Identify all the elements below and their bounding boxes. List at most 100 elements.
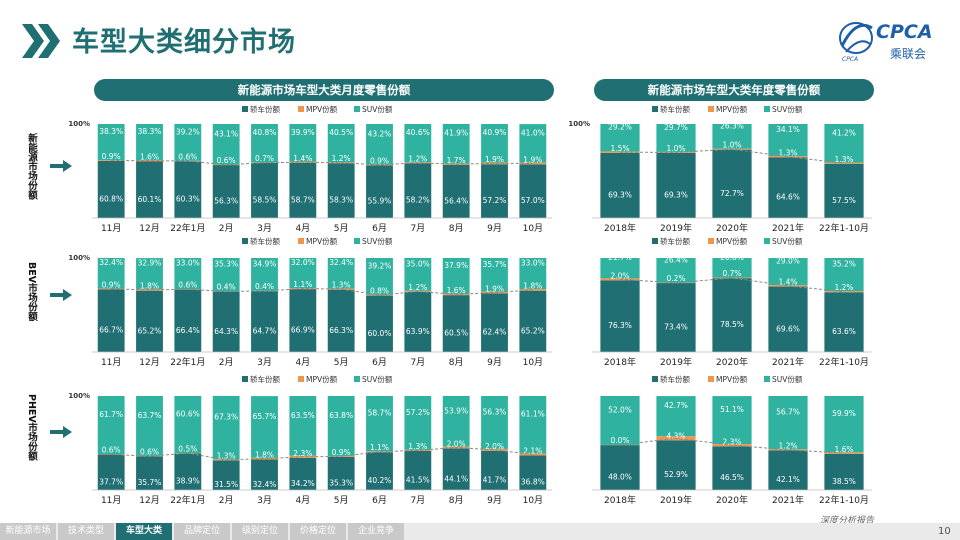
bar-mpv xyxy=(97,160,125,161)
bar-suv xyxy=(136,396,163,456)
label-mpv: 1.6% xyxy=(834,445,853,454)
category-label: 7月 xyxy=(410,357,425,368)
legend-label: MPV份额 xyxy=(716,236,748,246)
category-label: 2月 xyxy=(219,223,234,234)
label-mpv: 1.9% xyxy=(485,284,504,293)
bar-suv xyxy=(174,123,202,161)
bar-sedan xyxy=(768,450,808,490)
legend-label: MPV份额 xyxy=(306,104,338,114)
bar-suv xyxy=(656,396,696,437)
label-mpv: 0.6% xyxy=(217,156,236,165)
bar-suv xyxy=(481,124,508,163)
bar-suv xyxy=(97,124,125,161)
legend-swatch xyxy=(354,238,360,244)
label-sedan: 57.0% xyxy=(521,196,545,205)
label-suv: 40.9% xyxy=(483,128,507,137)
bar-sedan xyxy=(442,164,470,218)
label-suv: 58.7% xyxy=(368,409,392,418)
label-mpv: 1.6% xyxy=(447,286,466,295)
footer-tab-nev-market[interactable]: 新能源市场 xyxy=(0,523,56,540)
legend-label: SUV份额 xyxy=(362,236,393,246)
bar-suv xyxy=(519,124,547,163)
bar-sedan xyxy=(97,454,125,490)
y-max-label: 100% xyxy=(68,392,90,400)
legend-swatch xyxy=(708,238,714,244)
bar-sedan xyxy=(212,291,240,352)
legend-label: SUV份额 xyxy=(362,374,393,384)
label-mpv: 0.6% xyxy=(178,152,197,161)
bar-suv xyxy=(824,258,864,292)
header-chevron-icon xyxy=(22,24,60,58)
category-label: 3月 xyxy=(257,495,272,506)
label-sedan: 52.9% xyxy=(664,470,688,479)
bar-sedan xyxy=(251,291,278,352)
bar-suv xyxy=(97,396,125,454)
label-mpv: 2.3% xyxy=(722,437,741,446)
label-suv: 60.6% xyxy=(176,409,200,418)
bar-mpv xyxy=(481,162,508,165)
label-sedan: 41.5% xyxy=(406,475,430,484)
label-suv: 57.2% xyxy=(406,408,430,417)
bar-suv xyxy=(712,396,752,445)
label-sedan: 60.3% xyxy=(176,195,200,204)
bar-suv xyxy=(600,396,640,445)
bar-suv xyxy=(136,258,163,290)
label-suv: 52.0% xyxy=(608,405,632,414)
footer-tab-tech-type[interactable]: 技术类型 xyxy=(58,523,114,540)
label-mpv: 0.9% xyxy=(102,152,121,161)
bar-mpv xyxy=(136,455,163,457)
legend-swatch xyxy=(708,376,714,382)
bar-suv xyxy=(481,258,508,292)
bar-sedan xyxy=(174,289,202,352)
category-label: 2月 xyxy=(219,495,234,506)
label-sedan: 69.3% xyxy=(664,190,688,199)
category-label: 2020年 xyxy=(716,356,748,368)
label-mpv: 1.5% xyxy=(610,144,629,153)
label-mpv: 2.3% xyxy=(293,449,312,458)
bar-suv xyxy=(251,124,278,163)
bar-mpv xyxy=(519,453,547,456)
label-suv: 56.3% xyxy=(483,407,507,416)
category-label: 11月 xyxy=(101,223,121,234)
footer-tab-vehicle-class[interactable]: 车型大类 xyxy=(116,523,172,540)
legend-swatch xyxy=(298,106,304,112)
label-sedan: 37.7% xyxy=(99,477,123,486)
bar-suv xyxy=(212,124,240,165)
bar-mpv xyxy=(481,291,508,294)
category-label: 8月 xyxy=(449,223,464,234)
category-label: 22年1-10月 xyxy=(819,494,869,506)
label-mpv: 4.3% xyxy=(666,431,685,440)
bar-sedan xyxy=(656,283,696,352)
bar-suv xyxy=(289,124,317,162)
bar-sedan xyxy=(712,446,752,490)
legend-label: 轿车份额 xyxy=(250,236,280,246)
footer-tab-price-position[interactable]: 价格定位 xyxy=(290,523,346,540)
category-label: 9月 xyxy=(487,495,502,506)
row-label-phev: PHEV市场份额 xyxy=(26,394,37,461)
legend-label: 轿车份额 xyxy=(660,104,690,114)
label-suv: 29.2% xyxy=(608,123,632,132)
mpv-trend-line xyxy=(619,277,845,293)
label-suv: 35.2% xyxy=(832,260,856,269)
legend-swatch xyxy=(708,106,714,112)
label-suv: 63.5% xyxy=(291,411,315,420)
bar-suv xyxy=(251,396,278,458)
label-suv: 32.9% xyxy=(138,259,162,268)
label-sedan: 60.5% xyxy=(444,329,468,338)
footer-tab-competition[interactable]: 企业竞争 xyxy=(348,523,404,540)
footer-tab-brand-position[interactable]: 品牌定位 xyxy=(174,523,230,540)
label-suv: 41.2% xyxy=(832,128,856,137)
svg-text:CPCA: CPCA xyxy=(842,56,858,63)
footer-tab-level-position[interactable]: 级别定位 xyxy=(232,523,288,540)
label-sedan: 73.4% xyxy=(664,323,688,332)
bar-sedan xyxy=(481,450,508,490)
legend-swatch xyxy=(242,238,248,244)
label-mpv: 0.4% xyxy=(255,282,274,291)
footer-nav: 新能源市场 技术类型 车型大类 品牌定位 级别定位 价格定位 企业竞争 xyxy=(0,523,960,540)
category-label: 5月 xyxy=(334,357,349,368)
label-sedan: 69.3% xyxy=(608,190,632,199)
category-label: 2021年 xyxy=(772,356,804,368)
label-sedan: 48.0% xyxy=(608,472,632,481)
bar-mpv xyxy=(97,453,125,455)
label-mpv: 1.6% xyxy=(140,153,159,162)
